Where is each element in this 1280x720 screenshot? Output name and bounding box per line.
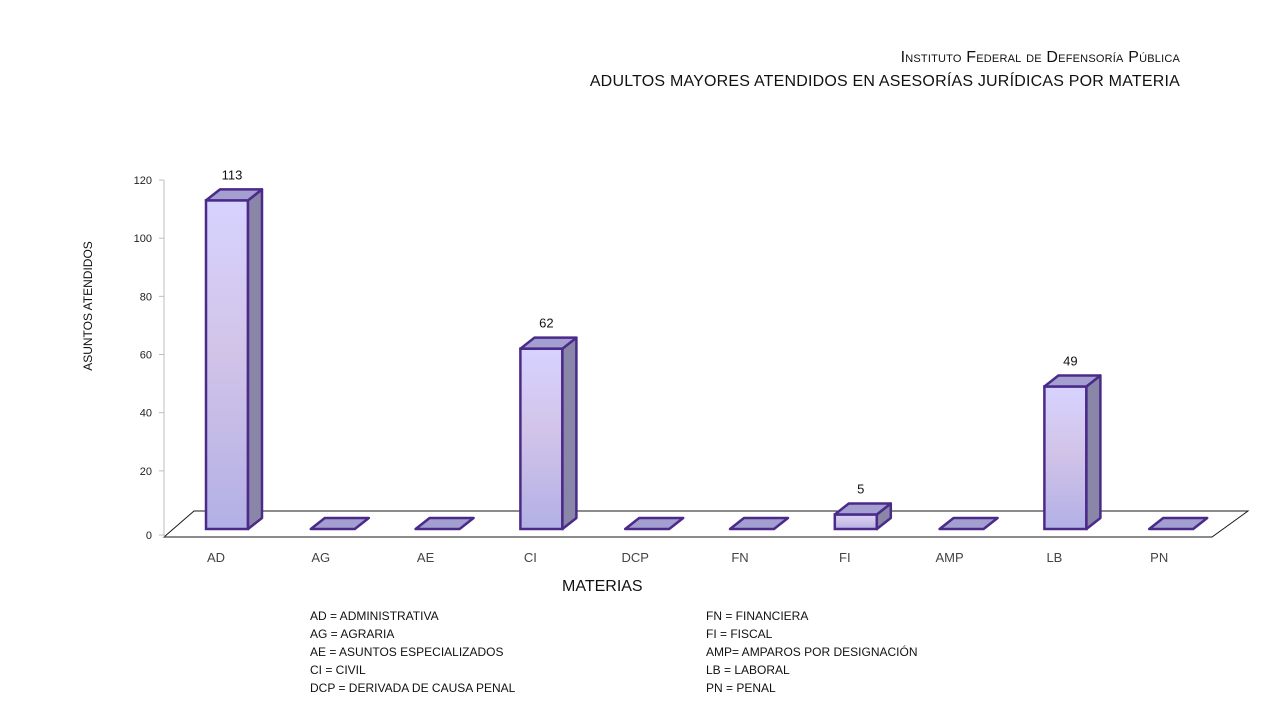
bar-ag [309,516,371,531]
legend-item: DCP = DERIVADA DE CAUSA PENAL [310,681,516,695]
bar-front [1043,385,1088,531]
x-tick-label: AE [417,550,435,565]
legend-item: FN = FINANCIERA [706,609,809,623]
x-tick-label: DCP [621,550,648,565]
legend-item: AMP= AMPAROS POR DESIGNACIÓN [706,645,918,659]
chart-subtitle: ADULTOS MAYORES ATENDIDOS EN ASESORÍAS J… [589,73,1180,90]
x-tick-label: AMP [936,550,964,565]
bar-amp [938,516,999,531]
bar-top [833,502,893,516]
bar-zero-slab [1147,516,1209,531]
data-label: 113 [222,167,243,182]
data-label: 62 [539,316,553,331]
bar-ae [414,516,475,531]
x-tick-label: PN [1150,550,1168,565]
bar-pn [1147,516,1209,531]
bar-zero-slab [938,516,999,531]
bar-zero-slab [414,516,475,531]
y-tick-label: 20 [140,466,152,478]
legend-item: CI = CIVIL [310,663,366,677]
y-tick-label: 40 [140,408,152,420]
bar-lb [1043,374,1102,531]
bar-top [1043,374,1102,388]
x-tick-label: LB [1046,550,1062,565]
legend-left: AD = ADMINISTRATIVA AG = AGRARIA AE = AS… [310,607,515,697]
bar-top [204,188,264,202]
legend-item: AD = ADMINISTRATIVA [310,609,439,623]
bar-front [833,513,879,531]
x-tick-label: FN [731,550,748,565]
bar-side [1085,374,1102,531]
y-tick-label: 80 [140,291,152,303]
bar-ci [519,336,578,531]
y-tick-label: 0 [146,530,152,542]
data-label: 49 [1063,353,1077,368]
y-tick-label: 120 [134,175,152,187]
bar-front [204,199,250,531]
bar-zero-slab [623,516,685,531]
data-label: 5 [857,481,864,496]
chart-title: Instituto Federal de Defensoría Pública [900,49,1180,66]
legend-item: PN = PENAL [706,681,776,695]
bar-fn [728,516,790,531]
legend-right: FN = FINANCIERA FI = FISCAL AMP= AMPAROS… [706,607,918,697]
x-tick-label: AG [311,550,330,565]
legend-item: FI = FISCAL [706,627,773,641]
chart-title-block: Instituto Federal de Defensoría Pública … [590,46,1180,94]
bar-zero-slab [728,516,790,531]
legend-item: AG = AGRARIA [310,627,395,641]
bar-ad [204,188,264,531]
x-tick-label: CI [524,550,537,565]
bar-dcp [623,516,685,531]
x-tick-label: FI [839,550,851,565]
bar-zero-slab [309,516,371,531]
x-axis-label: MATERIAS [562,578,643,595]
bar-fi [833,502,893,531]
bar-side [561,336,578,531]
chart-floor [162,510,1250,538]
y-tick-label: 100 [134,233,152,245]
legend-item: LB = LABORAL [706,663,790,677]
y-tick-label: 60 [140,350,152,362]
bar-side [246,188,264,531]
x-tick-label: AD [207,550,225,565]
bar-front [519,347,564,531]
bar-top [519,336,578,350]
legend-item: AE = ASUNTOS ESPECIALIZADOS [310,645,504,659]
